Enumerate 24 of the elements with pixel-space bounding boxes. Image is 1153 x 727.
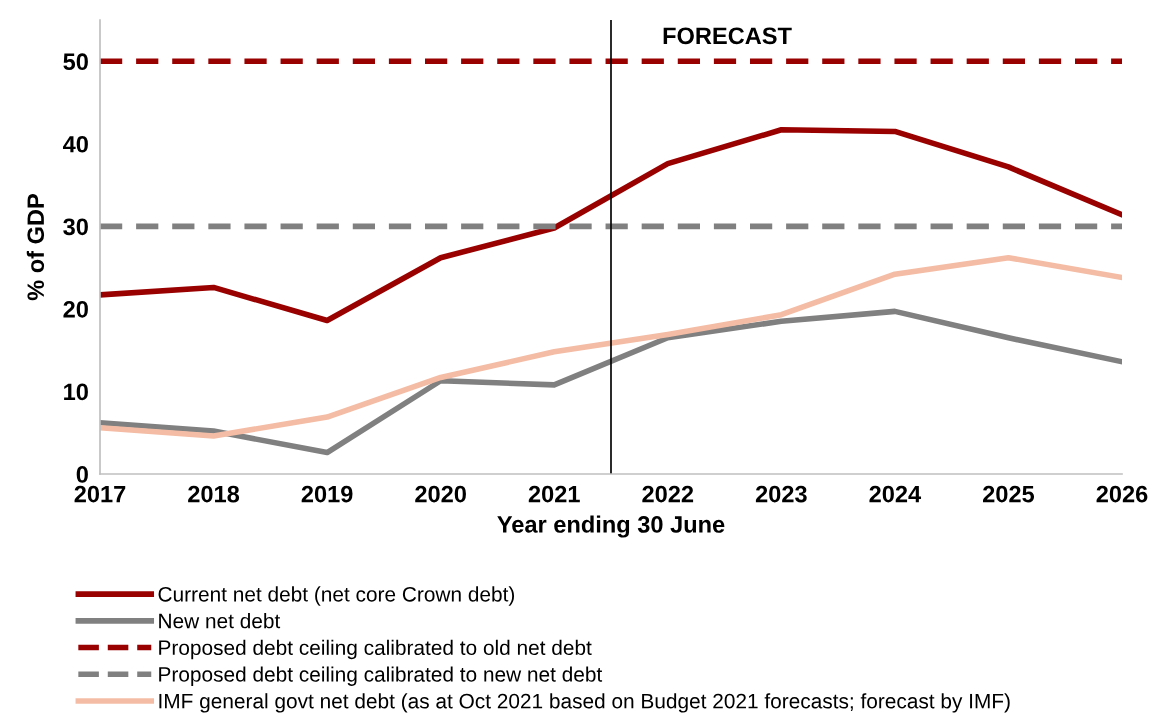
x-tick-label: 2025 xyxy=(983,485,1035,503)
x-axis-title: Year ending 30 June xyxy=(497,515,725,538)
legend-label: New net debt xyxy=(159,613,281,629)
x-tick-label: 2022 xyxy=(642,485,694,503)
x-tick-label: 2021 xyxy=(528,485,580,503)
x-tick-label: 2023 xyxy=(755,485,807,503)
legend-label: Proposed debt ceiling calibrated to new net debt xyxy=(159,666,603,686)
y-axis-title: % of GDP xyxy=(26,194,45,301)
x-tick-label: 2019 xyxy=(301,485,353,503)
x-tick-label: 2024 xyxy=(869,485,922,503)
y-tick-label: 40 xyxy=(62,135,88,153)
y-tick-label: 30 xyxy=(63,218,88,236)
x-tick-label: 2026 xyxy=(1096,485,1148,503)
legend-label: Current net debt (net core Crown debt) xyxy=(158,586,515,606)
ref-line-label: FORECAST xyxy=(663,27,792,45)
y-tick-label: 20 xyxy=(63,300,88,318)
y-tick-label: 50 xyxy=(63,53,88,71)
y-tick-label: 0 xyxy=(76,466,88,483)
y-tick-label: 10 xyxy=(64,383,88,401)
legend-label: IMF general govt net debt (as at Oct 2021 based on Budget 2021 forecasts; forecast by IMF) xyxy=(159,693,1010,713)
legend-label: Proposed debt ceiling calibrated to old net debt xyxy=(159,639,592,660)
x-tick-label: 2020 xyxy=(415,485,466,503)
x-tick-label: 2017 xyxy=(74,485,126,503)
x-tick-label: 2018 xyxy=(188,485,240,503)
